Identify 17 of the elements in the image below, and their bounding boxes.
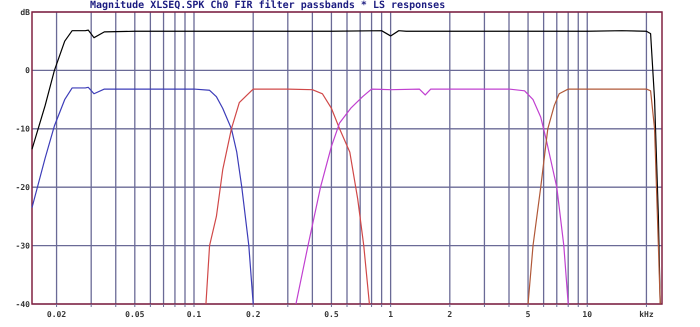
y-tick-label: -30 [16, 241, 30, 250]
x-tick-label: 0.1 [186, 310, 202, 319]
x-tick-label: 0.5 [324, 310, 339, 319]
x-tick-label: 0.2 [246, 310, 261, 319]
y-tick-label: -20 [16, 183, 30, 192]
x-tick-label: 5 [526, 310, 531, 319]
y-tick-label: dB [20, 8, 30, 17]
x-tick-label: 0.05 [125, 310, 145, 319]
y-tick-label: -10 [16, 124, 30, 134]
x-tick-label: 10 [582, 310, 592, 319]
y-tick-label: -40 [16, 300, 30, 309]
y-tick-label: 0 [25, 66, 30, 76]
x-tick-label: 2 [447, 310, 452, 319]
x-tick-label: 0.02 [46, 310, 66, 319]
x-tick-label: kHz [639, 310, 654, 319]
x-tick-label: 1 [388, 310, 394, 319]
chart-title: Magnitude XLSEQ.SPK Ch0 FIR filter passbands * LS responses [90, 0, 446, 11]
